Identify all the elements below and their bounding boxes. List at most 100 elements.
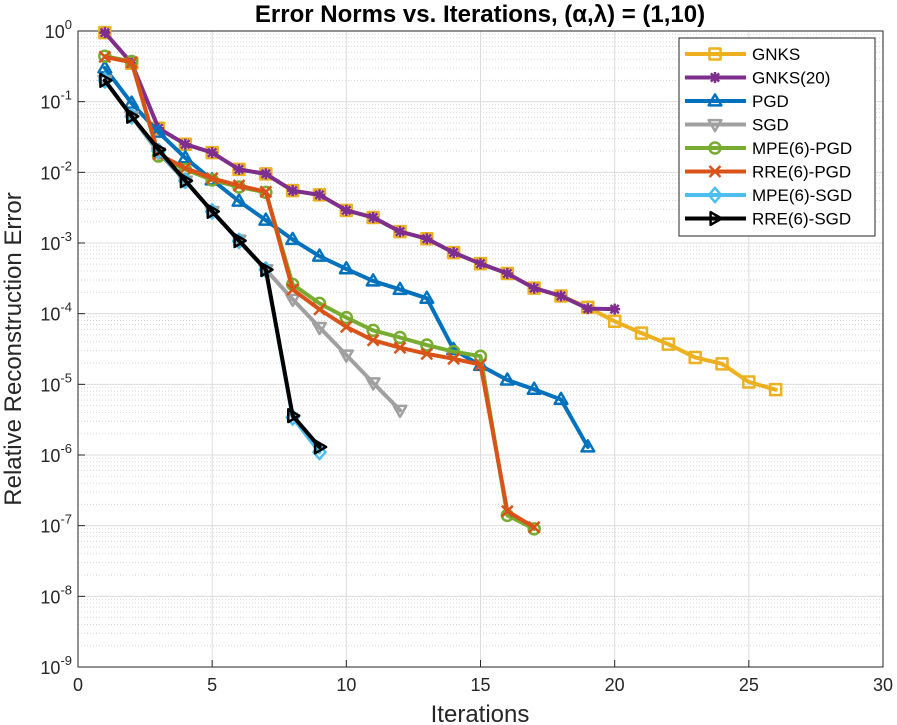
x-tick-label: 10 [336, 675, 356, 695]
data-point-rre-6-sgd [233, 233, 247, 249]
data-point-gnks [661, 337, 676, 351]
x-tick-label: 15 [470, 675, 490, 695]
data-point-rre-6-pgd [447, 352, 461, 366]
data-point-gnks-20 [555, 290, 567, 302]
legend-item-rre-6-sgd: RRE(6)-SGD [685, 210, 851, 229]
y-tick-label: 10-9 [40, 653, 72, 678]
x-tick-label: 20 [605, 675, 625, 695]
data-point-gnks-20 [206, 147, 218, 159]
data-point-pgd [419, 290, 435, 304]
data-point-rre-6-pgd [232, 179, 246, 192]
legend-item-mpe-6-pgd: MPE(6)-PGD [685, 139, 852, 158]
legend-item-gnks-20: GNKS(20) [685, 69, 830, 88]
data-point-rre-6-pgd [366, 333, 380, 347]
legend-marker [707, 93, 723, 107]
series-layer [97, 25, 783, 536]
legend-item-rre-6-pgd: RRE(6)-PGD [685, 163, 851, 182]
legend-item-mpe-6-sgd: MPE(6)-SGD [685, 186, 852, 205]
data-point-sgd [285, 293, 301, 308]
legend-box [678, 37, 876, 237]
data-point-gnks-20 [475, 258, 486, 270]
data-point-pgd [124, 95, 140, 109]
data-point-gnks-20 [421, 233, 433, 245]
data-point-pgd [499, 372, 515, 386]
data-point-gnks [688, 350, 702, 365]
data-point-rre-6-sgd [287, 408, 301, 424]
data-point-rre-6-sgd [313, 439, 328, 455]
data-point-rre-6-pgd [527, 520, 541, 534]
series-line-gnks-20 [102, 30, 617, 312]
legend-marker [707, 118, 723, 133]
legend-label: RRE(6)-SGD [752, 210, 851, 229]
data-point-gnks [715, 357, 729, 371]
x-tick-label: 5 [207, 675, 217, 695]
data-point-sgd [311, 321, 328, 336]
series-rre-6-pgd [98, 50, 541, 534]
y-tick-label: 10-4 [40, 300, 72, 325]
data-point-rre-6-sgd [152, 141, 167, 158]
data-point-rre-6-pgd [286, 283, 300, 296]
x-axis-label: Iterations [431, 701, 530, 725]
data-point-gnks [742, 375, 756, 389]
data-point-pgd [285, 231, 301, 246]
y-tick-label: 10-1 [40, 88, 72, 113]
legend-label: RRE(6)-PGD [752, 163, 851, 182]
data-point-gnks-20 [99, 27, 111, 39]
data-point-rre-6-pgd [98, 50, 112, 64]
legend: GNKS GNKS(20) PGD SGD MPE(6)-PGD RRE(6)-PGD MP… [678, 37, 876, 237]
y-tick-label: 10-8 [40, 582, 72, 607]
data-point-gnks-20 [340, 204, 352, 216]
data-point-mpe-6-pgd [420, 338, 434, 352]
data-point-pgd [365, 273, 381, 287]
data-point-gnks [607, 314, 622, 329]
data-point-pgd [392, 281, 408, 296]
y-tick-label: 100 [45, 17, 72, 42]
x-tick-label: 30 [873, 675, 893, 695]
legend-label: MPE(6)-PGD [752, 139, 852, 158]
data-point-rre-6-sgd [206, 203, 221, 219]
legend-label: GNKS(20) [752, 69, 830, 88]
legend-marker [708, 165, 722, 178]
data-point-rre-6-sgd [126, 108, 140, 124]
y-tick-label: 10-7 [40, 512, 72, 537]
legend-item-pgd: PGD [685, 92, 789, 111]
data-point-pgd [231, 193, 247, 207]
legend-label: PGD [752, 92, 789, 111]
data-point-mpe-6-pgd [366, 323, 380, 338]
data-point-gnks-20 [287, 185, 299, 197]
data-point-rre-6-pgd [178, 161, 192, 175]
data-point-pgd [150, 124, 167, 138]
data-point-gnks-20 [153, 122, 164, 134]
legend-marker [709, 72, 721, 83]
data-point-gnks-20 [394, 226, 406, 238]
data-point-gnks-20 [448, 247, 460, 259]
data-point-gnks-20 [314, 189, 325, 201]
data-point-gnks [768, 382, 783, 397]
data-point-rre-6-pgd [393, 341, 407, 355]
x-tick-label: 25 [739, 675, 759, 695]
data-point-gnks-20 [260, 168, 272, 180]
data-point-gnks-20 [367, 211, 379, 223]
data-point-rre-6-pgd [474, 358, 487, 372]
data-point-pgd [526, 381, 542, 395]
x-tick-label: 0 [73, 675, 83, 695]
y-tick-label: 10-2 [40, 158, 72, 183]
chart-title: Error Norms vs. Iterations, (α,λ) = (1,1… [255, 1, 705, 28]
data-point-rre-6-sgd [260, 262, 274, 278]
data-point-sgd [392, 404, 408, 419]
series-line-rre-6-sgd [102, 78, 322, 449]
legend-item-gnks: GNKS [685, 45, 800, 64]
data-point-gnks-20 [528, 282, 540, 294]
data-point-pgd [177, 150, 193, 164]
axis-ticks: 0 5 10 15 20 25 30 10-9 10-8 10-7 10-6 10-5 10-4 10-3… [40, 17, 893, 695]
y-tick-label: 10-3 [40, 229, 72, 254]
data-point-gnks-20 [179, 138, 191, 150]
series-line-pgd [102, 65, 590, 449]
data-point-rre-6-sgd [179, 173, 194, 189]
data-point-mpe-6-pgd [527, 522, 541, 536]
legend-marker [707, 186, 723, 204]
data-point-pgd [580, 439, 596, 453]
data-point-sgd [338, 349, 354, 363]
y-axis-label: Relative Reconstruction Error [0, 192, 27, 505]
